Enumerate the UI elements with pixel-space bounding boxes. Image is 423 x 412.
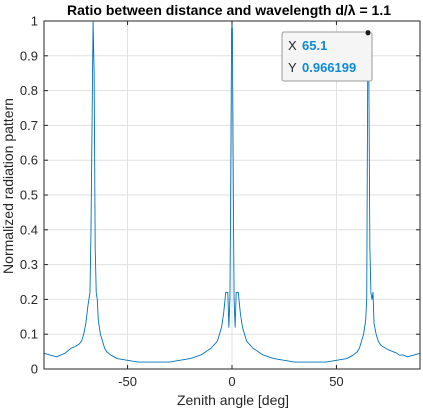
y-tick-label-7: 0.7 — [20, 118, 38, 133]
y-tick-label-10: 1 — [31, 14, 38, 29]
series-layer — [43, 20, 421, 363]
data-tip-y-value: 0.966199 — [302, 60, 356, 75]
x-tick-label-0: -50 — [118, 374, 137, 389]
data-tip-x-key: X — [288, 38, 297, 53]
y-tick-label-6: 0.6 — [20, 153, 38, 168]
series-line-0 — [43, 20, 421, 363]
y-tick-label-0: 0 — [31, 362, 38, 377]
y-axis-label: Normalized radiation pattern — [0, 98, 16, 274]
axis-ticks: -50 0 50 0 0.1 0.2 0.3 0.4 0.5 0.6 0.7 0.8 0.9 1 — [20, 14, 420, 389]
data-tip-box — [281, 31, 373, 82]
y-tick-label-8: 0.8 — [20, 83, 38, 98]
data-tip-x-value: 65.1 — [302, 38, 327, 53]
y-tick-label-1: 0.1 — [20, 327, 38, 342]
y-tick-label-4: 0.4 — [20, 222, 38, 237]
data-tip[interactable]: X 65.1 Y 0.966199 — [281, 29, 373, 82]
y-tick-label-5: 0.5 — [20, 188, 38, 203]
x-axis-label: Zenith angle [deg] — [177, 392, 289, 408]
y-tick-label-3: 0.3 — [20, 257, 38, 272]
y-tick-label-2: 0.2 — [20, 292, 38, 307]
x-tick-label-2: 50 — [329, 374, 343, 389]
chart-title: Ratio between distance and wavelength d/… — [67, 2, 391, 18]
data-tip-marker[interactable] — [364, 29, 372, 37]
x-tick-label-1: 0 — [228, 374, 235, 389]
data-tip-y-key: Y — [288, 60, 297, 75]
grid-lines — [44, 20, 420, 370]
y-tick-label-9: 0.9 — [20, 48, 38, 63]
